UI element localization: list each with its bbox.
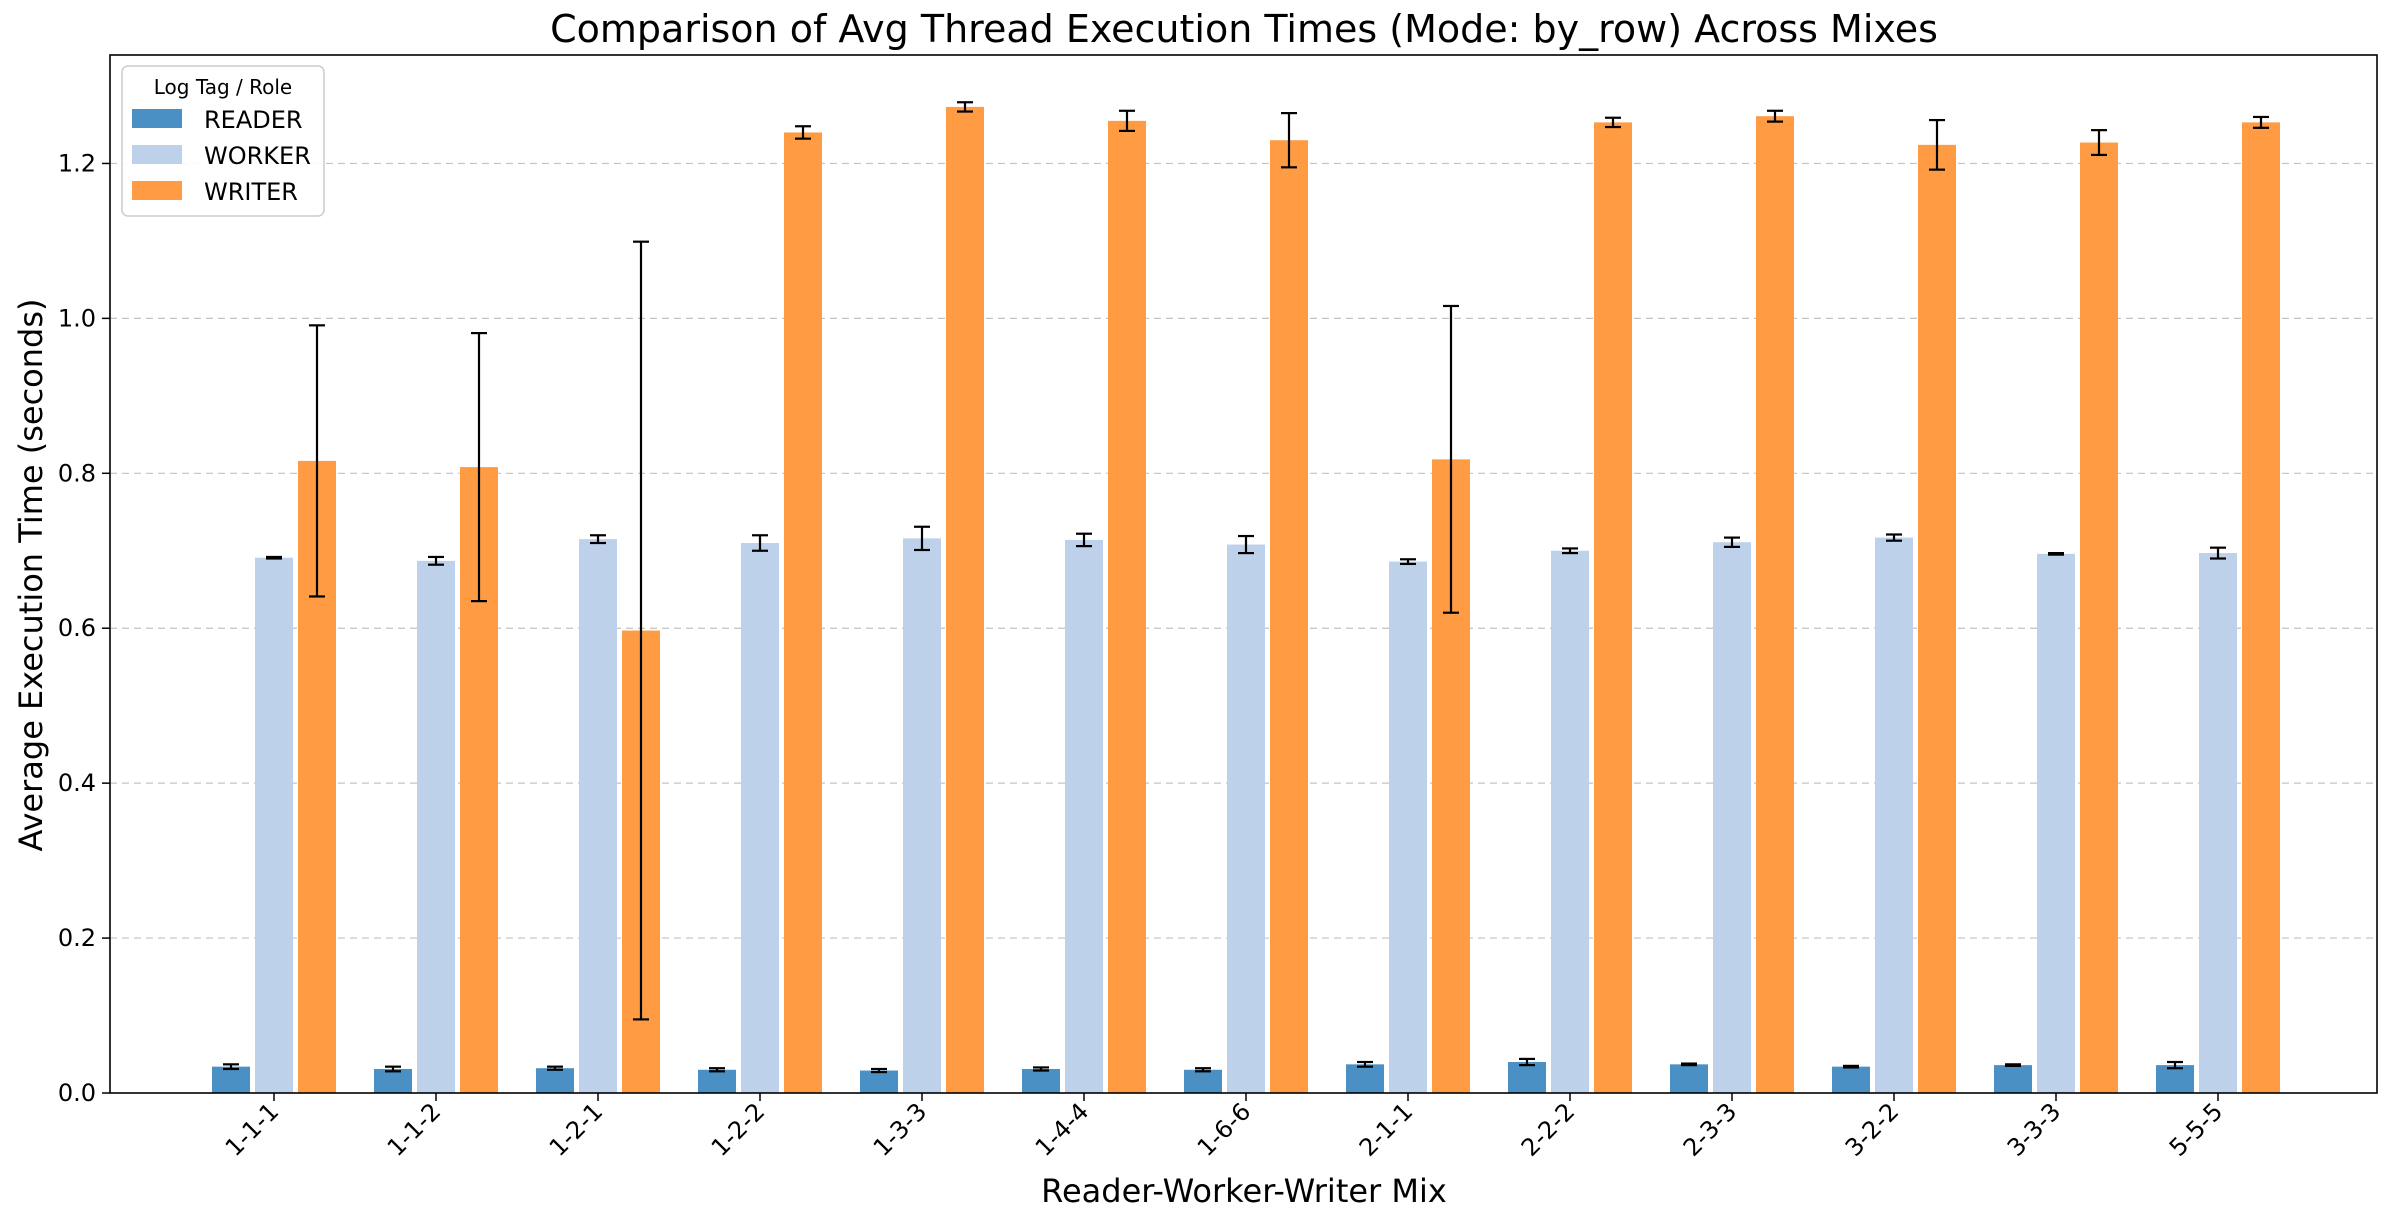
bar-worker — [579, 539, 617, 1093]
bar-writer — [946, 106, 984, 1093]
bar-worker — [1875, 537, 1913, 1093]
y-tick-label: 1.0 — [58, 304, 96, 332]
bar-group — [1670, 109, 1794, 1094]
bar-worker — [1065, 539, 1103, 1093]
x-tick-label: 1-4-4 — [1030, 1097, 1094, 1161]
y-tick-label: 0.6 — [58, 614, 96, 642]
bar-writer — [1594, 122, 1632, 1094]
legend-swatch-worker — [132, 145, 182, 164]
x-tick-label: 5-5-5 — [2164, 1097, 2228, 1161]
y-ticks: 0.0 0.2 0.4 0.6 0.8 1.0 1.2 — [58, 149, 110, 1107]
x-tick-label: 1-3-3 — [868, 1097, 932, 1161]
x-tick-label: 2-1-1 — [1354, 1097, 1418, 1161]
legend-label-worker: WORKER — [204, 142, 311, 170]
x-tick-label: 1-1-2 — [382, 1097, 446, 1161]
bar-writer — [1108, 120, 1146, 1094]
bar-writer — [2080, 142, 2118, 1093]
bar-reader — [1670, 1064, 1708, 1093]
bar-worker — [903, 538, 941, 1093]
bar-reader — [2156, 1065, 2194, 1093]
bar-reader — [1508, 1062, 1546, 1093]
bar-reader — [1184, 1069, 1222, 1093]
x-tick-label: 1-6-6 — [1192, 1097, 1256, 1161]
bar-worker — [2037, 553, 2075, 1093]
x-tick-label: 2-2-2 — [1516, 1097, 1580, 1161]
legend-swatch-writer — [132, 181, 182, 200]
axes — [109, 54, 2378, 1094]
bar-reader — [1832, 1066, 1870, 1093]
legend-label-reader: READER — [204, 106, 303, 134]
bar-reader — [536, 1068, 574, 1093]
bar-worker — [2199, 553, 2237, 1093]
bar-writer — [1918, 144, 1956, 1094]
legend-box — [121, 65, 325, 217]
legend-title: Log Tag / Role — [154, 75, 293, 99]
y-tick-label: 0.8 — [58, 459, 96, 487]
bar-worker — [1389, 561, 1427, 1093]
bar-groups — [212, 101, 2280, 1094]
bar-reader — [1994, 1065, 2032, 1093]
bar-group — [1184, 111, 1308, 1093]
bar-reader — [1022, 1068, 1060, 1093]
bar-group — [374, 331, 498, 1093]
bar-writer — [2242, 122, 2280, 1094]
bar-group — [2156, 115, 2280, 1094]
bar-worker — [1713, 542, 1751, 1093]
chart-title: Comparison of Avg Thread Execution Times… — [550, 7, 1938, 51]
x-tick-label: 2-3-3 — [1678, 1097, 1742, 1161]
y-axis-label: Average Execution Time (seconds) — [12, 298, 50, 851]
bar-reader — [374, 1068, 412, 1093]
bar-worker — [1227, 544, 1265, 1093]
bar-group — [536, 240, 660, 1093]
bar-writer — [784, 132, 822, 1093]
y-tick-label: 0.0 — [58, 1079, 96, 1107]
bar-reader — [212, 1066, 250, 1093]
y-tick-label: 0.2 — [58, 924, 96, 952]
x-tick-label: 3-2-2 — [1840, 1097, 1904, 1161]
bar-group — [1994, 129, 2118, 1093]
bar-writer — [1756, 116, 1794, 1094]
bar-worker — [1551, 550, 1589, 1093]
bar-worker — [255, 557, 293, 1093]
bar-group — [860, 101, 984, 1093]
y-tick-label: 0.4 — [58, 769, 96, 797]
x-tick-label: 3-3-3 — [2002, 1097, 2066, 1161]
bar-group — [1346, 304, 1470, 1093]
legend-label-writer: WRITER — [204, 178, 298, 206]
bar-worker — [741, 543, 779, 1093]
bar-reader — [860, 1070, 898, 1093]
bar-reader — [1346, 1064, 1384, 1093]
bar-writer — [1270, 140, 1308, 1093]
bar-worker — [417, 560, 455, 1093]
bar-group — [1022, 109, 1146, 1094]
x-axis-label: Reader-Worker-Writer Mix — [1041, 1172, 1447, 1210]
x-tick-label: 1-2-2 — [706, 1097, 770, 1161]
bar-group — [698, 125, 822, 1093]
x-tick-label: 1-1-1 — [220, 1097, 284, 1161]
bar-group — [1832, 118, 1956, 1094]
x-tick-label: 1-2-1 — [544, 1097, 608, 1161]
legend-swatch-reader — [132, 109, 182, 128]
plot-frame — [109, 54, 2378, 1094]
y-tick-label: 1.2 — [58, 149, 96, 177]
bar-group — [1508, 116, 1632, 1094]
legend: Log Tag / Role READER WORKER WRITER — [121, 65, 325, 217]
bar-reader — [698, 1069, 736, 1093]
x-ticks: 1-1-1 1-1-2 1-2-1 1-2-2 1-3-3 1-4-4 1-6-6 2-1-1… — [220, 1093, 2228, 1162]
bar-group — [212, 324, 336, 1093]
